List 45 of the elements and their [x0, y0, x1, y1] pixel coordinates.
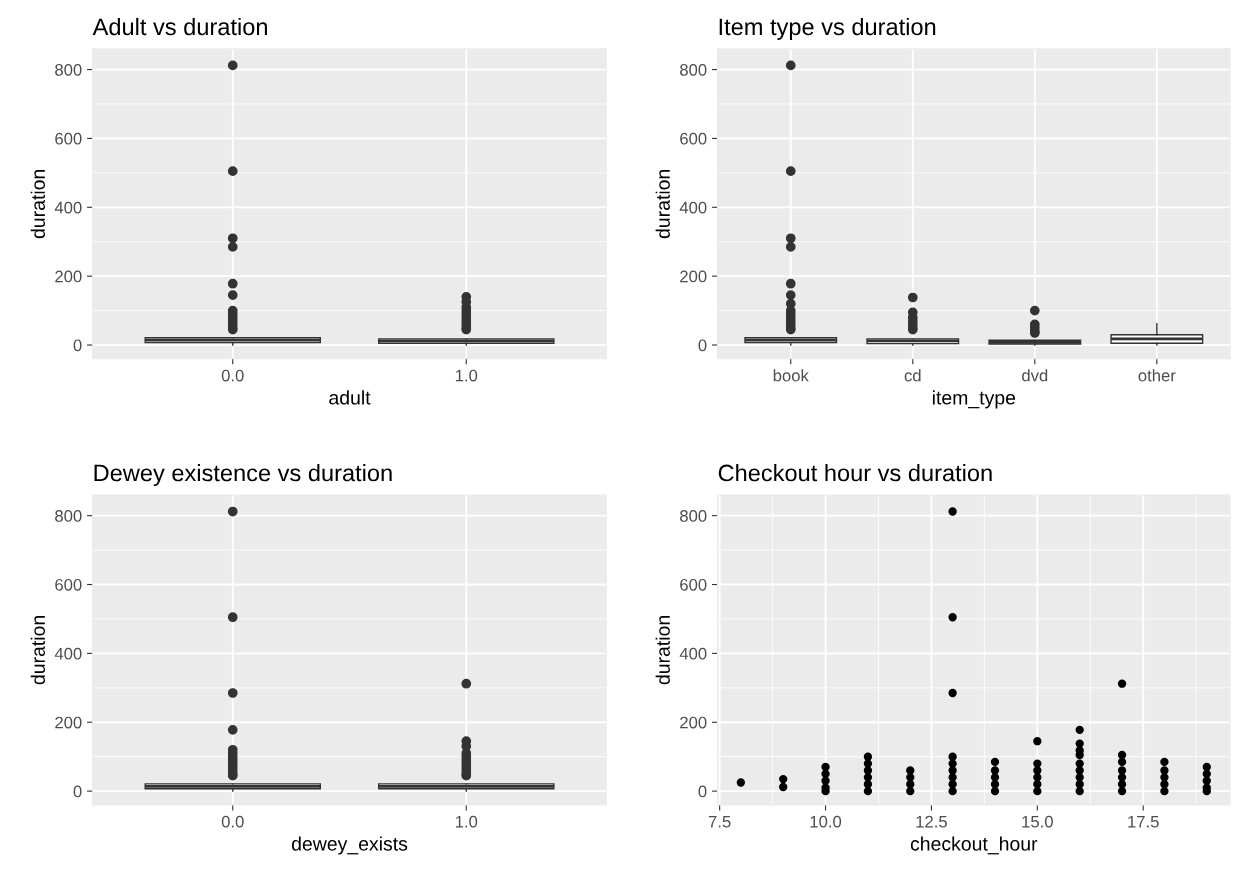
y-tick-label: 400 — [679, 647, 707, 660]
x-tick-label: 0.0 — [221, 369, 244, 382]
x-axis-title: item_type — [932, 390, 1016, 409]
y-axis-title: duration — [655, 169, 670, 239]
y-tick-label: 800 — [680, 63, 707, 76]
y-tick-label: 400 — [54, 647, 82, 660]
x-tick-label: 1.0 — [455, 815, 478, 828]
y-tick-label: 0 — [698, 785, 707, 798]
x-tick-label: 15.0 — [1022, 815, 1053, 828]
x-tick-label: 17.5 — [1128, 815, 1159, 828]
x-tick-label: dvd — [1022, 369, 1048, 382]
y-tick-label: 200 — [680, 716, 707, 729]
y-tick-label: 600 — [680, 578, 707, 591]
y-tick-label: 0 — [698, 339, 707, 352]
x-tick-label: 1.0 — [455, 369, 478, 382]
y-tick-label: 800 — [680, 510, 707, 522]
y-tick-label: 0 — [73, 339, 82, 352]
y-axis-title: duration — [655, 616, 670, 685]
chart-title: Adult vs duration — [92, 17, 267, 36]
y-tick-label: 800 — [55, 63, 82, 76]
y-tick-label: 800 — [55, 510, 82, 522]
y-axis-title: duration — [30, 616, 45, 685]
x-tick-label: 10.0 — [810, 815, 842, 828]
y-tick-label: 200 — [55, 716, 82, 729]
chart-title: Dewey existence vs duration — [94, 463, 392, 486]
x-axis-title: checkout_hour — [910, 836, 1038, 855]
y-tick-label: 0 — [73, 785, 82, 798]
y-tick-label: 600 — [55, 132, 82, 145]
x-tick-label: other — [1138, 369, 1176, 382]
x-axis-title: adult — [329, 390, 371, 405]
x-tick-label: book — [773, 369, 809, 382]
y-tick-label: 400 — [54, 201, 82, 214]
y-tick-label: 600 — [680, 132, 707, 145]
y-axis-title: duration — [30, 169, 45, 239]
x-tick-label: cd — [904, 369, 921, 382]
x-tick-label: 7.5 — [708, 815, 731, 828]
y-tick-label: 200 — [680, 270, 707, 283]
y-tick-label: 200 — [55, 270, 82, 283]
chart-title: Item type vs duration — [719, 17, 936, 40]
x-tick-label: 0.0 — [221, 815, 244, 828]
x-tick-label: 12.5 — [916, 815, 947, 828]
y-tick-label: 600 — [55, 578, 82, 591]
chart-title: Checkout hour vs duration — [718, 463, 992, 482]
y-tick-label: 400 — [679, 201, 707, 214]
x-axis-title: dewey_exists — [291, 836, 408, 855]
